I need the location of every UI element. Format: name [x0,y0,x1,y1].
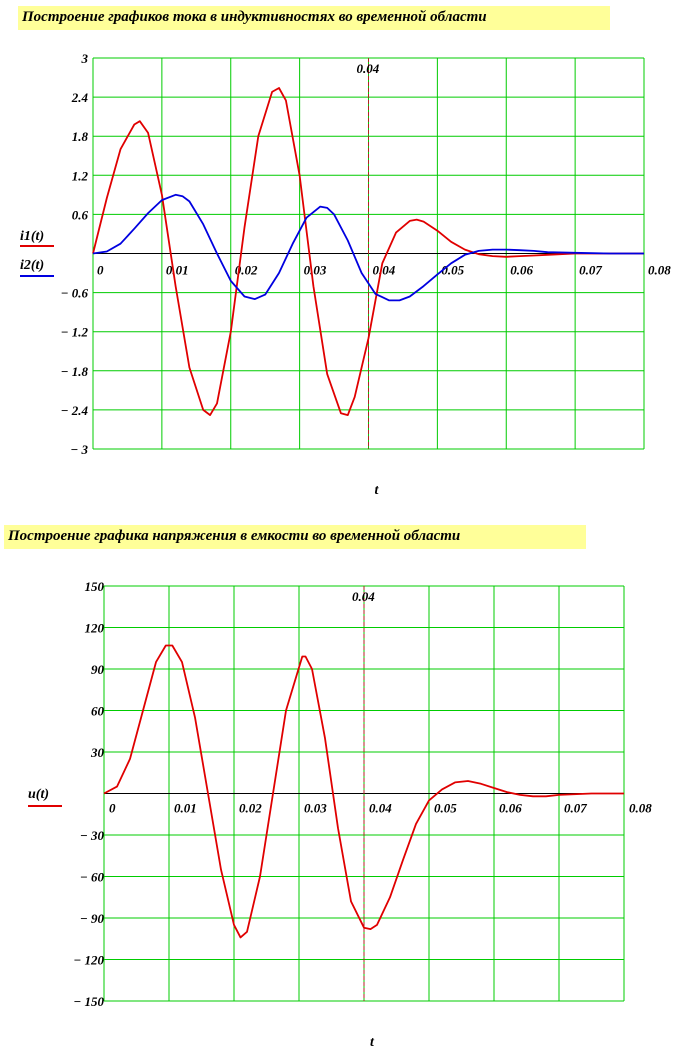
series-line-1 [103,644,624,939]
legend-label-2: i2(t) [20,258,44,273]
x-tick-label: 0.08 [648,263,671,278]
y-tick-label: − 30 [80,828,105,843]
x-tick-label: 0.02 [235,263,258,278]
currents-section-heading: Построение графиков тока в индуктивностя… [18,6,610,30]
y-tick-label: − 150 [73,994,104,1009]
voltage-chart[interactable]: 0 0.01 0.02 0.03 0.04 0.05 0.06 0.07 0.08 − 150 − … [28,579,652,1050]
y-tick-label: − 90 [80,911,105,926]
x-tick-label: 0.05 [441,263,464,278]
x-tick-label: 0.07 [579,263,602,278]
y-tick-label: − 1.2 [61,325,89,340]
marker-label: 0.04 [357,61,380,76]
x-tick-label: 0.01 [174,801,197,816]
y-tick-label: 1.2 [72,168,89,183]
y-tick-label: 120 [85,621,105,636]
x-tick-label: 0.08 [629,801,652,816]
x-tick-label: 0.03 [304,801,327,816]
y-tick-label: − 2.4 [61,403,89,418]
x-tick-label: 0.01 [166,263,189,278]
y-tick-label: 2.4 [71,90,89,105]
x-tick-label: 0.04 [373,263,396,278]
series-line-1 [92,87,644,417]
x-tick-label: 0 [97,263,104,278]
legend-label-1: i1(t) [20,229,44,244]
y-tick-label: 150 [85,579,105,594]
y-tick-label: 1.8 [72,129,89,144]
currents-chart[interactable]: 0 0.01 0.02 0.03 0.04 0.05 0.06 0.07 0.08 − 3 − 2.… [20,51,671,498]
y-tick-label: 90 [91,662,105,677]
legend-label-1: u(t) [28,787,49,802]
x-tick-label: 0.06 [510,263,533,278]
y-tick-label: − 0.6 [61,286,89,301]
x-tick-label: 0.06 [499,801,522,816]
voltage-section-heading: Построение графика напряжения в емкости … [4,525,586,549]
y-tick-label: − 120 [73,953,104,968]
y-tick-label: − 1.8 [61,364,89,379]
x-tick-label: 0.04 [369,801,392,816]
y-tick-label: − 60 [80,870,105,885]
y-tick-label: 3 [81,51,89,66]
x-tick-label: 0.05 [434,801,457,816]
x-axis-label: t [375,483,380,498]
y-tick-label: 0.6 [72,207,89,222]
x-tick-label: 0.07 [564,801,587,816]
y-tick-label: 60 [91,704,105,719]
y-tick-label: − 3 [70,442,88,457]
x-tick-label: 0.03 [304,263,327,278]
y-tick-label: 30 [90,745,105,760]
x-tick-label: 0.02 [239,801,262,816]
marker-label: 0.04 [352,589,375,604]
x-tick-label: 0 [109,801,116,816]
series-line-2 [92,193,644,302]
x-axis-label: t [370,1035,375,1050]
